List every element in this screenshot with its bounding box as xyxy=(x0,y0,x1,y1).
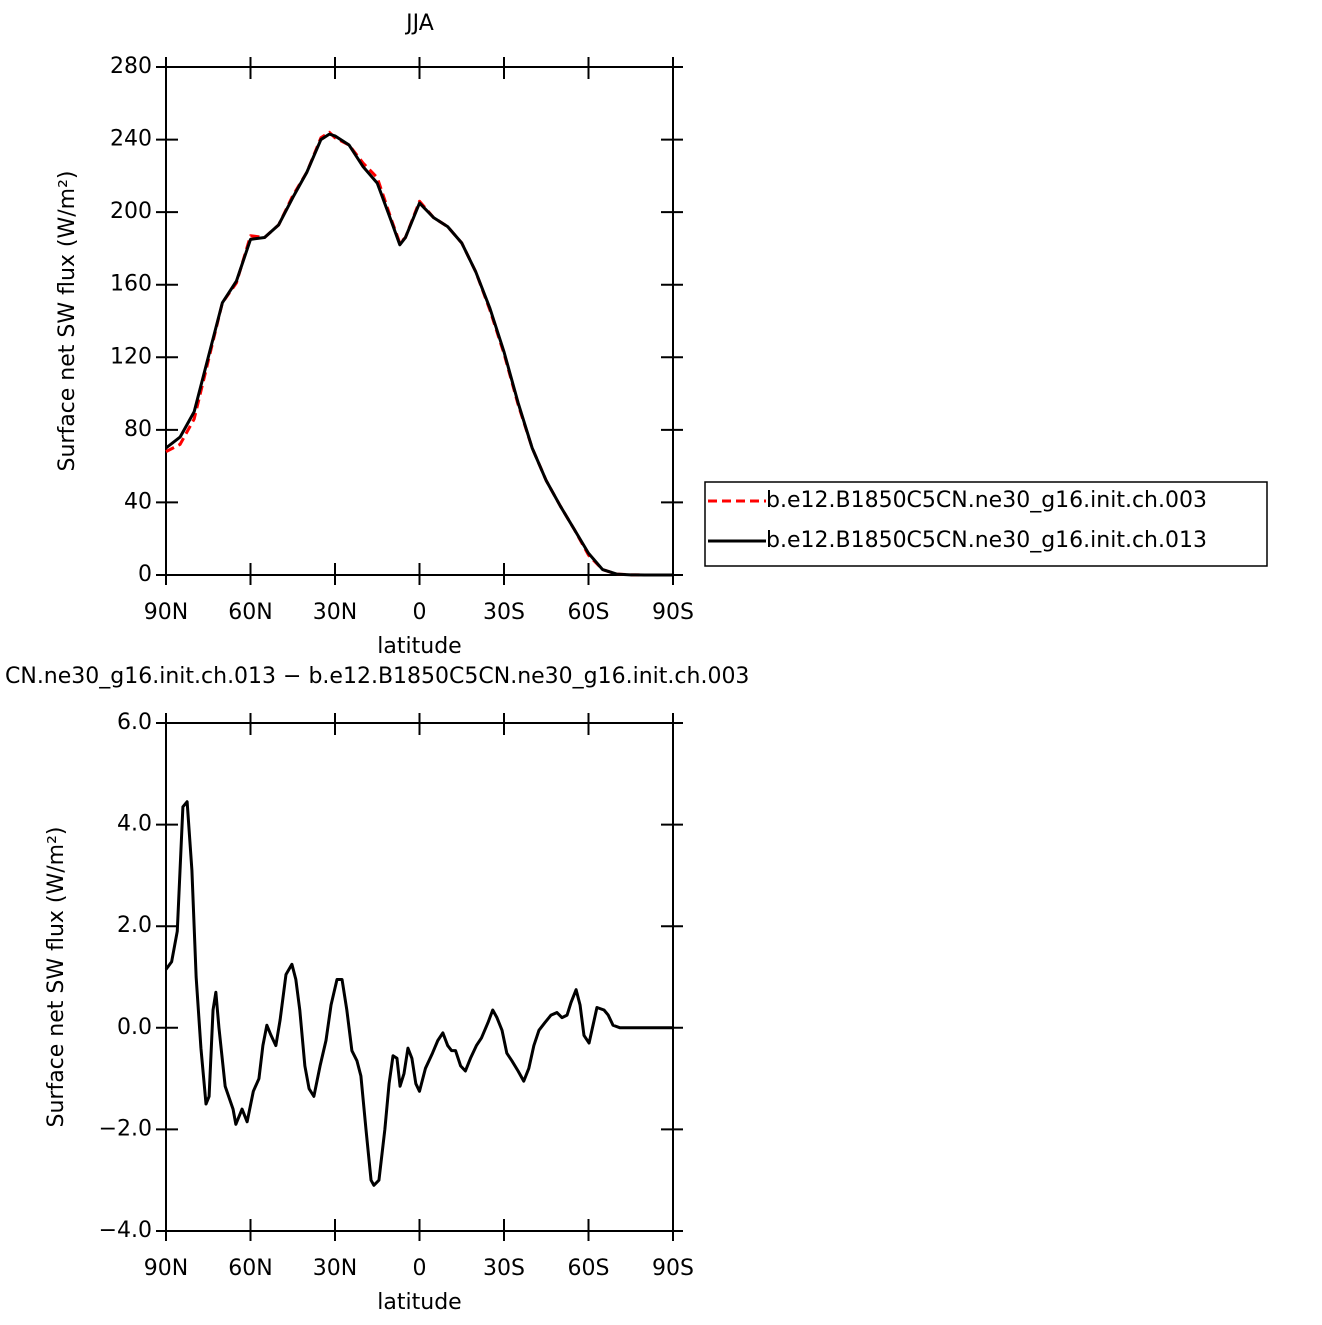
y-tick-label: 6.0 xyxy=(117,710,152,735)
x-tick-label: 60N xyxy=(228,600,272,625)
x-tick-label: 90S xyxy=(652,1256,694,1281)
y-tick-label: 80 xyxy=(124,417,152,442)
y-tick-label: 2.0 xyxy=(117,913,152,938)
x-tick-label: 90N xyxy=(144,1256,188,1281)
y-tick-label: −4.0 xyxy=(99,1218,152,1243)
x-tick-label: 60S xyxy=(568,600,610,625)
legend-box xyxy=(704,481,1268,567)
data-line xyxy=(165,130,673,577)
x-tick-label: 90S xyxy=(652,600,694,625)
legend-label: b.e12.B1850C5CN.ne30_g16.init.ch.003 xyxy=(766,488,1207,513)
legend-label: b.e12.B1850C5CN.ne30_g16.init.ch.013 xyxy=(766,528,1207,553)
y-axis-label: Surface net SW flux (W/m²) xyxy=(44,826,69,1127)
x-tick-label: 0 xyxy=(413,1256,427,1281)
y-tick-label: 0.0 xyxy=(117,1015,152,1040)
x-axis-label: latitude xyxy=(377,1290,461,1315)
data-line xyxy=(165,132,673,577)
x-tick-label: 30N xyxy=(313,600,357,625)
chart-title: JJA xyxy=(404,11,434,36)
x-tick-label: 60N xyxy=(228,1256,272,1281)
plot-frame xyxy=(165,722,674,1232)
y-tick-label: 280 xyxy=(110,54,152,79)
x-tick-label: 30N xyxy=(313,1256,357,1281)
y-tick-label: 0 xyxy=(138,562,152,587)
y-tick-label: −2.0 xyxy=(99,1116,152,1141)
y-tick-label: 200 xyxy=(110,199,152,224)
plot-frame xyxy=(165,66,674,576)
x-tick-label: 60S xyxy=(568,1256,610,1281)
x-tick-label: 30S xyxy=(483,600,525,625)
y-tick-label: 4.0 xyxy=(117,812,152,837)
x-tick-label: 0 xyxy=(413,600,427,625)
x-tick-label: 30S xyxy=(483,1256,525,1281)
chart-title: CN.ne30_g16.init.ch.013 − b.e12.B1850C5C… xyxy=(5,664,749,689)
y-axis-label: Surface net SW flux (W/m²) xyxy=(55,170,80,471)
x-axis-label: latitude xyxy=(377,634,461,659)
x-tick-label: 90N xyxy=(144,600,188,625)
y-tick-label: 120 xyxy=(110,344,152,369)
y-tick-label: 40 xyxy=(124,489,152,514)
y-tick-label: 160 xyxy=(110,272,152,297)
data-line xyxy=(164,800,673,1187)
y-tick-label: 240 xyxy=(110,127,152,152)
